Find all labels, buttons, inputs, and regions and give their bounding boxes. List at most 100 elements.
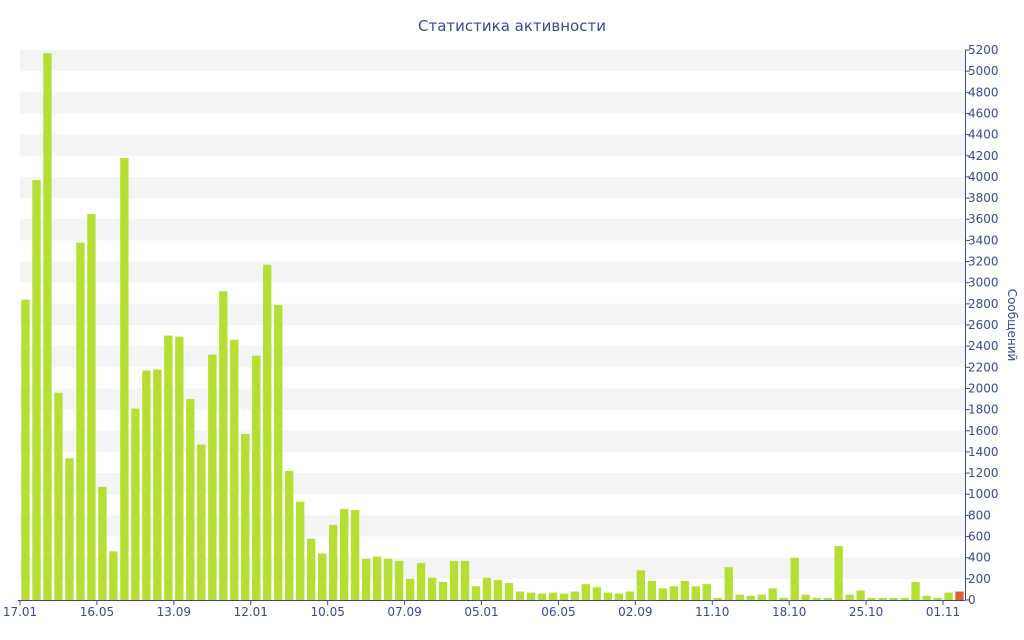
y-tick-label: 1600 — [968, 424, 999, 438]
y-tick-label: 200 — [968, 572, 991, 586]
bar — [307, 538, 316, 600]
x-tick-label: 05.01 — [464, 605, 498, 619]
grid-band — [20, 176, 965, 199]
bar-current — [955, 591, 964, 600]
bar — [922, 595, 931, 600]
bar — [812, 597, 821, 600]
y-tick-label: 600 — [968, 530, 991, 544]
y-tick-label: 2800 — [968, 297, 999, 311]
y-tick-label: 1200 — [968, 466, 999, 480]
bar — [318, 553, 327, 600]
bar — [219, 291, 228, 600]
bar — [175, 336, 184, 600]
bar — [142, 370, 151, 600]
y-tick-label: 4000 — [968, 170, 999, 184]
bar — [383, 558, 393, 600]
bar — [856, 590, 865, 600]
bar — [21, 299, 30, 600]
bar — [900, 597, 909, 600]
bar — [394, 560, 404, 600]
x-tick-label: 06.05 — [541, 605, 575, 619]
bar — [724, 567, 733, 600]
bar — [603, 592, 613, 600]
bar — [482, 577, 492, 600]
y-tick-label: 3200 — [968, 255, 999, 269]
grid-band — [20, 50, 965, 72]
y-tick-label: 800 — [968, 508, 991, 522]
bar — [790, 557, 799, 600]
bar — [592, 587, 602, 600]
bar — [537, 593, 547, 600]
axes-group: 0 200 400 600 800 1000 1200 1400 1600 1800 2000 220… — [3, 43, 999, 619]
grid-band — [20, 303, 965, 325]
y-tick-label: 3400 — [968, 233, 999, 247]
x-tick-label: 17.01 — [3, 605, 37, 619]
y-tick-label: 2400 — [968, 339, 999, 353]
bar — [757, 594, 766, 600]
bar — [263, 264, 272, 600]
y-tick-label: 4400 — [968, 128, 999, 142]
grid-band — [20, 473, 965, 495]
bar — [350, 510, 360, 600]
bar — [933, 597, 942, 600]
y-tick-label: 1000 — [968, 487, 999, 501]
y-tick-label: 1400 — [968, 445, 999, 459]
bar — [548, 592, 558, 600]
bar — [867, 597, 876, 600]
bar — [186, 399, 195, 600]
bar — [43, 53, 52, 600]
bar — [208, 354, 217, 600]
bar — [164, 335, 173, 600]
bar — [296, 501, 305, 600]
bar — [76, 242, 85, 600]
bar — [32, 180, 41, 600]
bar — [735, 594, 744, 600]
bar — [746, 595, 755, 600]
bar — [625, 591, 635, 600]
grid-band — [20, 515, 965, 537]
bar — [834, 546, 843, 600]
bar — [438, 582, 448, 600]
bar — [241, 433, 250, 600]
bar — [801, 594, 810, 600]
grid-bands — [20, 50, 965, 579]
bar — [285, 470, 294, 600]
y-tick-label: 4600 — [968, 106, 999, 120]
x-tick-label: 18.10 — [772, 605, 806, 619]
x-tick-label: 10.05 — [310, 605, 344, 619]
bar — [581, 584, 591, 600]
bar — [339, 509, 349, 600]
bar — [691, 586, 700, 600]
y-tick-label: 4800 — [968, 85, 999, 99]
bar — [252, 355, 261, 600]
bar — [559, 593, 569, 600]
bar — [515, 591, 525, 600]
bar — [427, 577, 437, 600]
y-tick-label: 2000 — [968, 381, 999, 395]
bar — [361, 558, 371, 600]
bar — [109, 551, 118, 600]
y-tick-label: 5200 — [968, 43, 999, 57]
grid-band — [20, 388, 965, 410]
x-tick-label: 25.10 — [849, 605, 883, 619]
y-tick-label: 3000 — [968, 276, 999, 290]
x-tick-label: 02.09 — [618, 605, 652, 619]
bar — [526, 592, 536, 600]
y-tick-label: 3600 — [968, 212, 999, 226]
bars-group — [21, 53, 964, 600]
bar — [87, 213, 96, 600]
y-tick-label: 5000 — [968, 64, 999, 78]
bar — [636, 570, 646, 600]
bar — [713, 597, 722, 600]
bar — [669, 586, 678, 600]
y-tick-label: 2200 — [968, 360, 999, 374]
x-tick-label: 01.11 — [926, 605, 960, 619]
grid-band — [20, 430, 965, 452]
x-tick-label: 11.10 — [695, 605, 729, 619]
bar — [647, 580, 657, 600]
bar — [328, 524, 338, 600]
y-tick-label: 4200 — [968, 149, 999, 163]
bar — [944, 592, 953, 600]
